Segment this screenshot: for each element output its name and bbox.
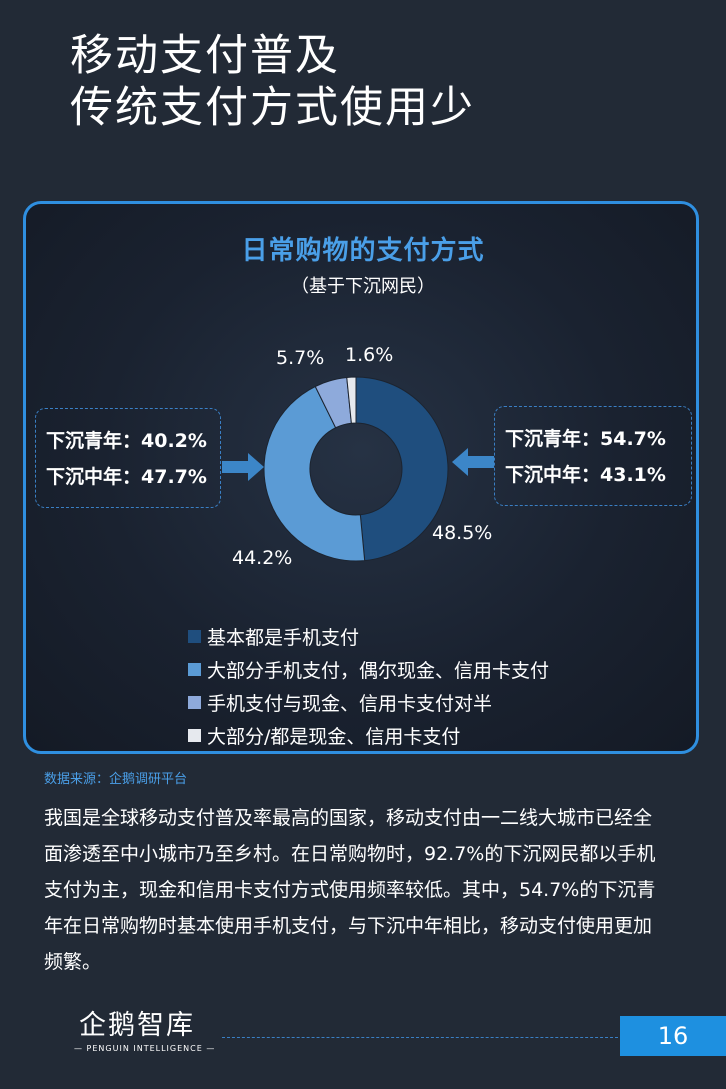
page-number: 16 (620, 1016, 726, 1056)
slice-label-half-half: 5.7% (276, 347, 325, 369)
arrow-left-icon (452, 448, 494, 476)
page-title-line-2: 传统支付方式使用少 (70, 83, 475, 133)
data-source: 数据来源：企鹅调研平台 (44, 772, 188, 787)
chart-panel (23, 201, 699, 754)
right-stats-middle-age: 下沉中年：43.1% (505, 464, 666, 486)
legend-label: 大部分/都是现金、信用卡支付 (207, 726, 461, 748)
chart-title: 日常购物的支付方式 (241, 236, 485, 266)
penguin-logo: 企鹅智库 — PENGUIN INTELLIGENCE — (74, 1008, 216, 1064)
right-stats-box: 下沉青年：54.7% 下沉中年：43.1% (494, 406, 692, 506)
body-paragraph: 我国是全球移动支付普及率最高的国家，移动支付由一二线大城市已经全面渗透至中小城市… (44, 807, 656, 973)
logo-subtext: — PENGUIN INTELLIGENCE — (74, 1044, 216, 1053)
legend-item: 大部分手机支付，偶尔现金、信用卡支付 (188, 653, 549, 686)
arrow-right-icon (222, 453, 264, 481)
logo-text: 企鹅智库 (79, 1010, 195, 1041)
legend-item: 大部分/都是现金、信用卡支付 (188, 719, 549, 752)
legend-swatch (188, 663, 201, 676)
slice-label-mobile-only: 48.5% (432, 522, 493, 544)
slice-label-mostly-cash: 1.6% (345, 344, 394, 366)
legend-swatch (188, 729, 201, 742)
slice-mobile-only (355, 376, 449, 562)
legend-label: 大部分手机支付，偶尔现金、信用卡支付 (207, 660, 550, 682)
left-stats-middle-age: 下沉中年：47.7% (46, 466, 207, 488)
legend-label: 基本都是手机支付 (207, 627, 360, 649)
legend-item: 基本都是手机支付 (188, 620, 549, 653)
slice-mostly-mobile (263, 385, 366, 562)
page-title-line-1: 移动支付普及 (70, 31, 340, 81)
page-title: 移动支付普及 传统支付方式使用少 (70, 30, 475, 134)
slice-mostly-cash (346, 376, 357, 424)
legend-swatch (188, 696, 201, 709)
left-stats-box: 下沉青年：40.2% 下沉中年：47.7% (35, 408, 221, 508)
legend-item: 手机支付与现金、信用卡支付对半 (188, 686, 549, 719)
slice-label-mostly-mobile: 44.2% (232, 547, 293, 569)
chart-legend: 基本都是手机支付 大部分手机支付，偶尔现金、信用卡支付 手机支付与现金、信用卡支… (188, 620, 549, 752)
legend-label: 手机支付与现金、信用卡支付对半 (207, 693, 493, 715)
legend-swatch (188, 630, 201, 643)
left-stats-youth: 下沉青年：40.2% (46, 430, 207, 452)
right-stats-youth: 下沉青年：54.7% (505, 428, 666, 450)
chart-subtitle: （基于下沉网民） (291, 276, 435, 297)
footer-divider (222, 1037, 618, 1038)
